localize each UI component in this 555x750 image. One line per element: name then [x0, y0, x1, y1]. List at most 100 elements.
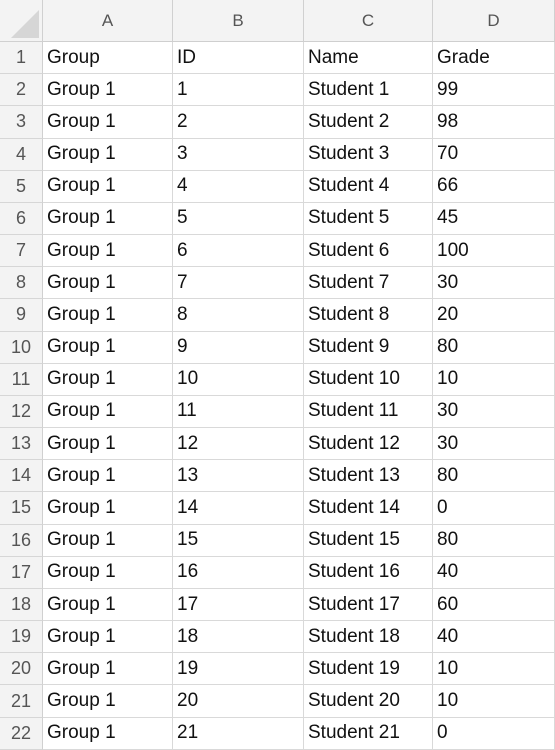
cell-c3[interactable]: Student 2 [304, 106, 433, 139]
cell-d20[interactable]: 10 [433, 653, 555, 686]
cell-a1[interactable]: Group [43, 42, 173, 75]
cell-c18[interactable]: Student 17 [304, 588, 433, 622]
cell-b3[interactable]: 2 [173, 106, 304, 139]
cell-b15[interactable]: 14 [173, 492, 304, 525]
cell-c11[interactable]: Student 10 [304, 363, 433, 396]
cell-b21[interactable]: 20 [173, 685, 304, 718]
row-header-22[interactable]: 22 [0, 717, 43, 750]
cell-d21[interactable]: 10 [433, 685, 555, 718]
cell-d22[interactable]: 0 [433, 717, 555, 750]
row-header-17[interactable]: 17 [0, 556, 43, 589]
cell-b12[interactable]: 11 [173, 395, 304, 429]
cell-b20[interactable]: 19 [173, 653, 304, 686]
cell-c7[interactable]: Student 6 [304, 235, 433, 268]
cell-d14[interactable]: 80 [433, 460, 555, 493]
row-header-13[interactable]: 13 [0, 428, 43, 461]
row-header-1[interactable]: 1 [0, 42, 43, 75]
cell-d13[interactable]: 30 [433, 428, 555, 461]
row-header-10[interactable]: 10 [0, 331, 43, 364]
cell-c19[interactable]: Student 18 [304, 621, 433, 654]
cell-a15[interactable]: Group 1 [43, 492, 173, 525]
row-header-19[interactable]: 19 [0, 621, 43, 654]
cell-b7[interactable]: 6 [173, 235, 304, 268]
row-header-3[interactable]: 3 [0, 106, 43, 139]
cell-d6[interactable]: 45 [433, 202, 555, 236]
row-header-15[interactable]: 15 [0, 492, 43, 525]
cell-c4[interactable]: Student 3 [304, 138, 433, 171]
cell-a2[interactable]: Group 1 [43, 74, 173, 107]
cell-c1[interactable]: Name [304, 42, 433, 75]
cell-b13[interactable]: 12 [173, 428, 304, 461]
cell-c20[interactable]: Student 19 [304, 653, 433, 686]
cell-c15[interactable]: Student 14 [304, 492, 433, 525]
cell-a20[interactable]: Group 1 [43, 653, 173, 686]
row-header-8[interactable]: 8 [0, 267, 43, 300]
cell-a14[interactable]: Group 1 [43, 460, 173, 493]
cell-a6[interactable]: Group 1 [43, 202, 173, 236]
cell-d12[interactable]: 30 [433, 395, 555, 429]
row-header-12[interactable]: 12 [0, 395, 43, 429]
column-header-d[interactable]: D [433, 0, 555, 42]
cell-d3[interactable]: 98 [433, 106, 555, 139]
cell-a13[interactable]: Group 1 [43, 428, 173, 461]
cell-d1[interactable]: Grade [433, 42, 555, 75]
cell-a5[interactable]: Group 1 [43, 170, 173, 203]
row-header-2[interactable]: 2 [0, 74, 43, 107]
cell-b17[interactable]: 16 [173, 556, 304, 589]
column-header-b[interactable]: B [173, 0, 304, 42]
cell-b9[interactable]: 8 [173, 299, 304, 332]
cell-d7[interactable]: 100 [433, 235, 555, 268]
cell-b10[interactable]: 9 [173, 331, 304, 364]
cell-d8[interactable]: 30 [433, 267, 555, 300]
cell-d9[interactable]: 20 [433, 299, 555, 332]
row-header-14[interactable]: 14 [0, 460, 43, 493]
row-header-4[interactable]: 4 [0, 138, 43, 171]
row-header-11[interactable]: 11 [0, 363, 43, 396]
cell-d10[interactable]: 80 [433, 331, 555, 364]
row-header-16[interactable]: 16 [0, 524, 43, 557]
cell-c17[interactable]: Student 16 [304, 556, 433, 589]
cell-c13[interactable]: Student 12 [304, 428, 433, 461]
cell-a12[interactable]: Group 1 [43, 395, 173, 429]
cell-b6[interactable]: 5 [173, 202, 304, 236]
cell-c10[interactable]: Student 9 [304, 331, 433, 364]
cell-c2[interactable]: Student 1 [304, 74, 433, 107]
row-header-5[interactable]: 5 [0, 170, 43, 203]
row-header-21[interactable]: 21 [0, 685, 43, 718]
cell-b8[interactable]: 7 [173, 267, 304, 300]
cell-c21[interactable]: Student 20 [304, 685, 433, 718]
cell-b1[interactable]: ID [173, 42, 304, 75]
row-header-18[interactable]: 18 [0, 588, 43, 622]
cell-a8[interactable]: Group 1 [43, 267, 173, 300]
cell-d17[interactable]: 40 [433, 556, 555, 589]
cell-d5[interactable]: 66 [433, 170, 555, 203]
cell-b22[interactable]: 21 [173, 717, 304, 750]
cell-c9[interactable]: Student 8 [304, 299, 433, 332]
row-header-6[interactable]: 6 [0, 202, 43, 236]
cell-b14[interactable]: 13 [173, 460, 304, 493]
cell-a22[interactable]: Group 1 [43, 717, 173, 750]
cell-c16[interactable]: Student 15 [304, 524, 433, 557]
select-all-corner[interactable] [0, 0, 43, 42]
cell-b11[interactable]: 10 [173, 363, 304, 396]
cell-d11[interactable]: 10 [433, 363, 555, 396]
cell-a9[interactable]: Group 1 [43, 299, 173, 332]
cell-c8[interactable]: Student 7 [304, 267, 433, 300]
cell-a7[interactable]: Group 1 [43, 235, 173, 268]
row-header-9[interactable]: 9 [0, 299, 43, 332]
cell-b18[interactable]: 17 [173, 588, 304, 622]
cell-a19[interactable]: Group 1 [43, 621, 173, 654]
cell-d15[interactable]: 0 [433, 492, 555, 525]
cell-a10[interactable]: Group 1 [43, 331, 173, 364]
row-header-20[interactable]: 20 [0, 653, 43, 686]
cell-d4[interactable]: 70 [433, 138, 555, 171]
cell-b5[interactable]: 4 [173, 170, 304, 203]
row-header-7[interactable]: 7 [0, 235, 43, 268]
cell-a17[interactable]: Group 1 [43, 556, 173, 589]
cell-c14[interactable]: Student 13 [304, 460, 433, 493]
cell-c22[interactable]: Student 21 [304, 717, 433, 750]
cell-b2[interactable]: 1 [173, 74, 304, 107]
cell-b4[interactable]: 3 [173, 138, 304, 171]
cell-d16[interactable]: 80 [433, 524, 555, 557]
cell-d2[interactable]: 99 [433, 74, 555, 107]
